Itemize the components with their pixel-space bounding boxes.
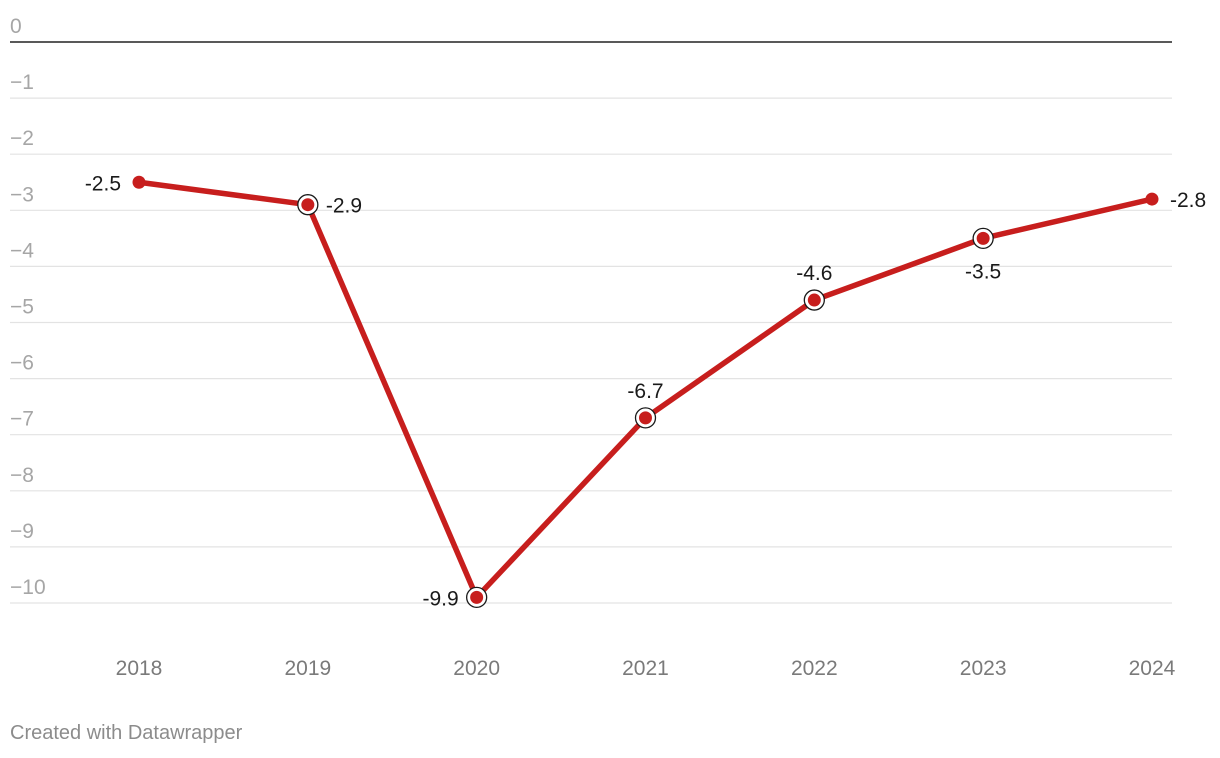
- data-label: -4.6: [796, 262, 832, 285]
- y-tick-label: −9: [10, 520, 34, 543]
- data-point: [301, 198, 315, 212]
- data-label: -2.8: [1170, 189, 1206, 212]
- y-tick-label: −6: [10, 352, 34, 375]
- y-tick-label: −8: [10, 464, 34, 487]
- datawrapper-credit: Created with Datawrapper: [10, 722, 243, 744]
- x-tick-label: 2023: [960, 657, 1007, 680]
- data-point: [976, 231, 990, 245]
- x-tick-label: 2018: [116, 657, 163, 680]
- y-tick-label: −7: [10, 408, 34, 431]
- x-tick-label: 2024: [1129, 657, 1176, 680]
- y-tick-label: 0: [10, 15, 22, 38]
- data-point: [1145, 192, 1159, 206]
- x-tick-label: 2019: [284, 657, 331, 680]
- data-label: -2.9: [326, 195, 362, 218]
- data-label: -6.7: [627, 380, 663, 403]
- data-point: [470, 590, 484, 604]
- data-point: [807, 293, 821, 307]
- data-point: [132, 175, 146, 189]
- y-tick-label: −4: [10, 239, 34, 262]
- x-tick-label: 2020: [453, 657, 500, 680]
- x-tick-label: 2021: [622, 657, 669, 680]
- y-tick-label: −3: [10, 183, 34, 206]
- y-tick-label: −10: [10, 576, 46, 599]
- data-label: -2.5: [85, 172, 121, 195]
- line-chart: 0 −1 −2 −3 −4 −5 −6 −7 −8 −9 −10 2018 2019 2020 2021 20…: [10, 15, 1206, 680]
- x-tick-label: 2022: [791, 657, 838, 680]
- data-label: -3.5: [965, 260, 1001, 283]
- y-tick-label: −2: [10, 127, 34, 150]
- data-label: -9.9: [422, 587, 458, 610]
- y-tick-label: −1: [10, 71, 34, 94]
- y-tick-label: −5: [10, 296, 34, 319]
- data-point: [638, 411, 652, 425]
